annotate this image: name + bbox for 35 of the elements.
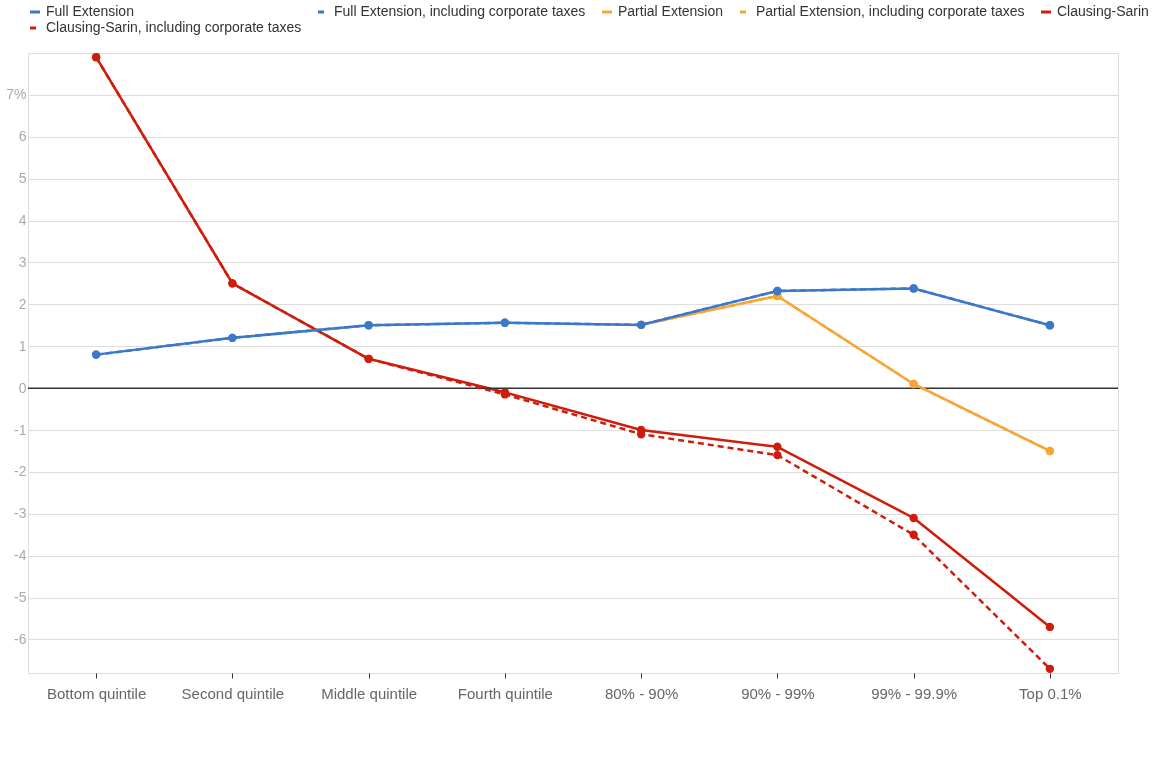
y-tick-label: -4 [14,547,27,564]
point [773,442,782,451]
x-tick-label: Fourth quintile [457,684,553,702]
x-tick-label: 80% - 90% [604,684,679,702]
y-tick-label: -1 [14,421,27,438]
y-tick-label: -2 [14,463,27,480]
y-tick-label: -6 [14,630,27,647]
point [636,430,646,439]
legend-label: Partial Extension [618,3,724,19]
point [1045,622,1055,632]
legend-label: Clausing-Sarin, including corporate taxes [46,19,302,35]
y-tick-label: 3 [18,253,27,270]
x-tick-label: Bottom quintile [47,684,147,702]
legend-label: Full Extension [46,3,134,19]
x-tick-label: Second quintile [181,684,285,702]
y-tick-label: 1 [18,337,27,354]
legend-label: Clausing-Sarin [1057,3,1149,19]
y-tick-label: 7% [6,86,27,103]
point [909,530,918,539]
x-tick-label: 90% - 99% [741,684,815,702]
point [773,450,782,460]
point [1045,664,1055,673]
y-tick-label: 5 [18,170,27,187]
y-tick-label: -5 [14,589,27,606]
y-tick-label: 6 [18,128,27,145]
y-tick-label: 0 [18,379,27,396]
y-tick-label: -3 [14,505,27,522]
x-tick-label: Middle quintile [321,684,418,702]
y-tick-label: 4 [18,212,27,229]
legend-label: Partial Extension, including corporate taxes [756,3,1025,19]
point [909,513,918,523]
x-tick-label: Top 0.1% [1019,684,1082,702]
legend-label: Full Extension, including corporate taxes [334,3,586,19]
x-tick-label: 99% - 99.9% [871,684,958,702]
y-tick-label: 2 [18,295,27,312]
